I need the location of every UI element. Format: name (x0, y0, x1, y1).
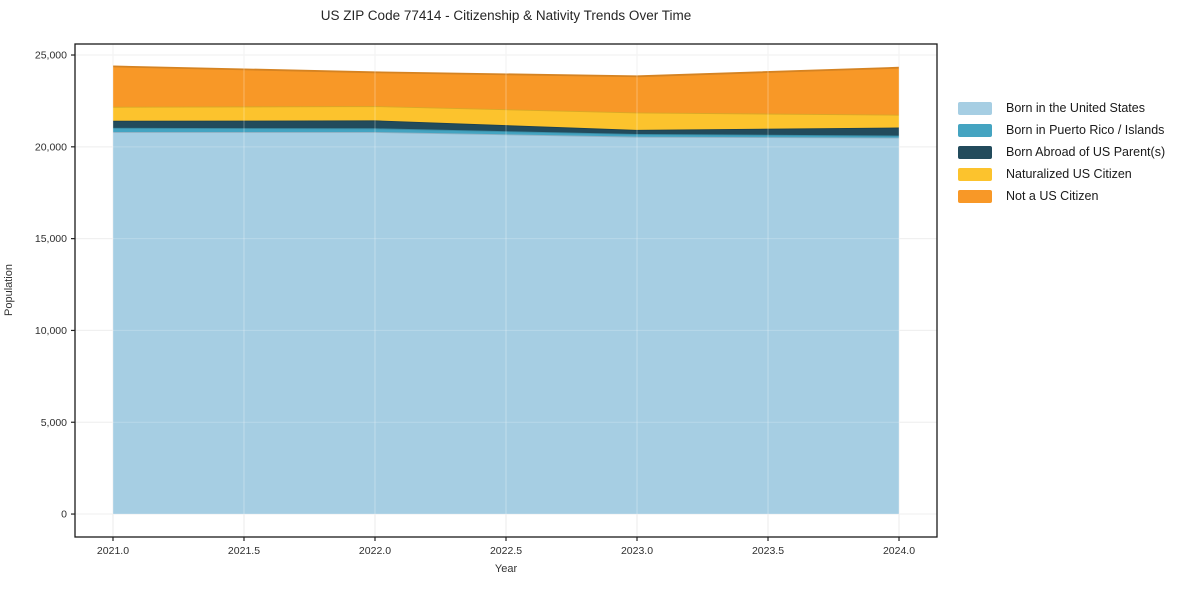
tick-label-x: 2021.5 (228, 545, 260, 557)
tick-label-y: 0 (61, 509, 67, 521)
tick-label-x: 2023.0 (621, 545, 653, 557)
area-band-2 (113, 120, 899, 136)
chart-title: US ZIP Code 77414 - Citizenship & Nativi… (320, 8, 692, 23)
legend-item-3: Naturalized US Citizen (958, 167, 1165, 181)
legend-swatch-icon (958, 101, 992, 115)
legend-swatch-icon (958, 167, 992, 181)
legend-swatch-icon (958, 145, 992, 159)
area-band-3 (113, 106, 899, 130)
area-band-edge-4 (112, 65, 900, 78)
y-axis-label: Population (3, 264, 15, 316)
tick-label-x: 2022.5 (490, 545, 522, 557)
tick-label-y: 5,000 (41, 417, 67, 429)
x-axis-label: Year (494, 563, 518, 575)
legend-label: Born Abroad of US Parent(s) (1006, 145, 1166, 159)
legend: Born in the United States Born in Puerto … (958, 101, 1165, 203)
legend-item-1: Born in Puerto Rico / Islands (958, 123, 1165, 137)
tick-label-x: 2022.0 (359, 545, 391, 557)
legend-item-2: Born Abroad of US Parent(s) (958, 145, 1165, 159)
tick-label-y: 10,000 (35, 325, 67, 337)
legend-item-0: Born in the United States (958, 101, 1165, 115)
legend-label: Naturalized US Citizen (1006, 167, 1132, 181)
tick-label-x: 2021.0 (97, 545, 129, 557)
legend-label: Born in Puerto Rico / Islands (1006, 123, 1165, 137)
tick-label-y: 25,000 (35, 50, 67, 62)
legend-label: Not a US Citizen (1006, 189, 1099, 203)
tick-label-y: 20,000 (35, 141, 67, 153)
tick-label-y: 15,000 (35, 233, 67, 245)
legend-swatch-icon (958, 189, 992, 203)
legend-item-4: Not a US Citizen (958, 189, 1165, 203)
legend-swatch-icon (958, 123, 992, 137)
area-band-0 (113, 132, 899, 514)
area-band-4 (113, 66, 899, 115)
legend-label: Born in the United States (1006, 101, 1145, 115)
tick-label-x: 2024.0 (883, 545, 915, 557)
tick-label-x: 2023.5 (752, 545, 784, 557)
